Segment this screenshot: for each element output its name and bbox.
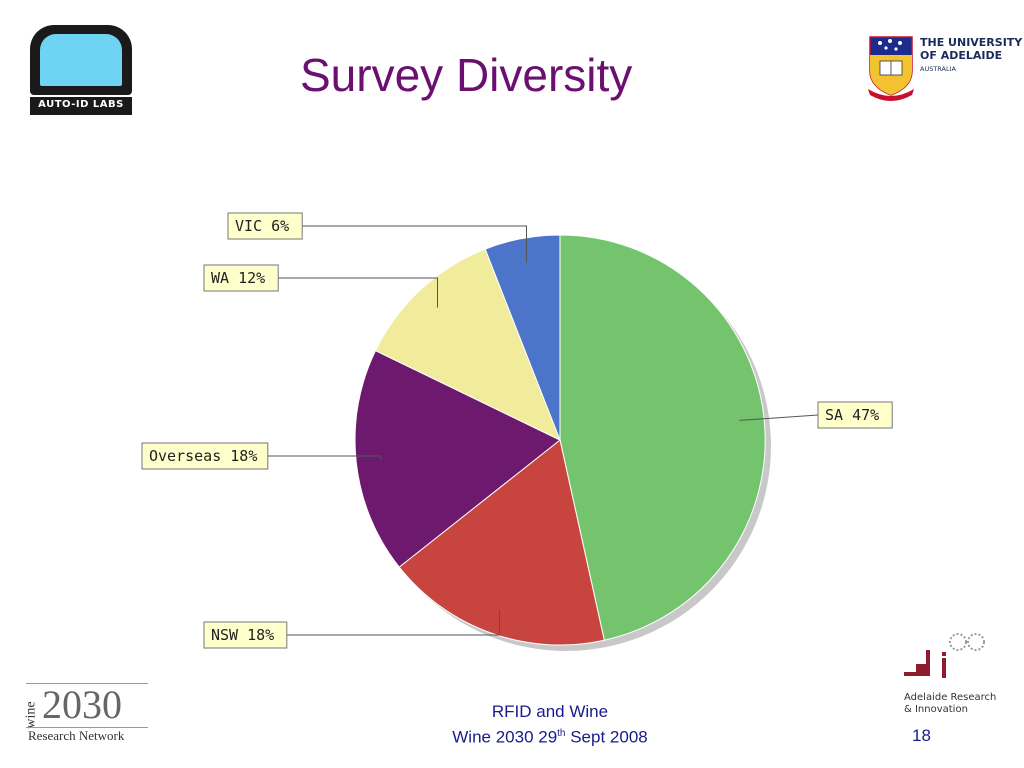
wine-logo-rule-bottom: [26, 727, 148, 728]
ari-name-line2: & Innovation: [904, 704, 968, 715]
autoid-text: AUTO-ID LABS: [38, 99, 124, 110]
pie-slice-nsw: [398, 439, 605, 646]
pie-slice-sa: [559, 234, 766, 641]
pie-slice-wa: [374, 248, 561, 442]
label-text-overseas: Overseas 18%: [149, 447, 257, 465]
label-box-nsw: [203, 621, 288, 649]
wine-logo-vertical-text: wine: [23, 701, 39, 729]
auto-id-labs-logo: AUTO-ID LABS: [30, 25, 132, 115]
slide-title: Survey Diversity: [300, 49, 633, 101]
ari-name-line1: Adelaide Research: [904, 692, 997, 703]
university-of-adelaide-logo: THE UNIVERSITY OF ADELAIDE AUSTRALIA: [866, 35, 1022, 105]
footer-line1: RFID and Wine: [491, 702, 609, 721]
wine-2030-logo: wine 2030 Research Network: [23, 682, 151, 745]
university-country: AUSTRALIA: [920, 65, 956, 73]
label-box-wa: [203, 264, 279, 292]
label-box-vic: [227, 212, 303, 240]
footer-line2-pre: Wine 2030 29: [452, 727, 558, 747]
ari-mark-icon: [904, 633, 985, 678]
label-box-sa: [817, 401, 893, 429]
leader-line-wa: [278, 277, 438, 308]
leader-line-vic: [302, 225, 527, 263]
leader-line-overseas: [267, 455, 382, 460]
pie-slice-overseas: [354, 349, 561, 568]
university-name-line2: OF ADELAIDE: [920, 49, 1003, 62]
label-text-nsw: NSW 18%: [211, 626, 274, 644]
leader-line-nsw: [286, 609, 500, 636]
autoid-bar: [30, 97, 132, 115]
wine-logo-rule-top: [26, 683, 148, 684]
page-number: 18: [912, 726, 931, 745]
label-text-vic: VIC 6%: [235, 217, 289, 235]
label-box-overseas: [141, 442, 269, 470]
footer-line2-sup: th: [557, 728, 566, 739]
autoid-screen: [40, 34, 122, 86]
pie-slice-vic: [484, 234, 561, 441]
slide-footer: RFID and Wine Wine 2030 29th Sept 2008: [420, 701, 680, 749]
label-text-wa: WA 12%: [211, 269, 265, 287]
footer-line2: Wine 2030 29th Sept 2008: [420, 723, 680, 749]
footer-line2-post: Sept 2008: [565, 727, 648, 747]
label-text-sa: SA 47%: [825, 406, 879, 424]
university-name-line1: THE UNIVERSITY: [920, 36, 1023, 49]
wine-logo-year: 2030: [42, 682, 122, 727]
university-crest-icon: [868, 36, 914, 101]
adelaide-research-innovation-logo: Adelaide Research & Innovation: [900, 628, 1010, 723]
wine-logo-network: Research Network: [28, 728, 125, 743]
leader-line-sa: [739, 414, 819, 421]
